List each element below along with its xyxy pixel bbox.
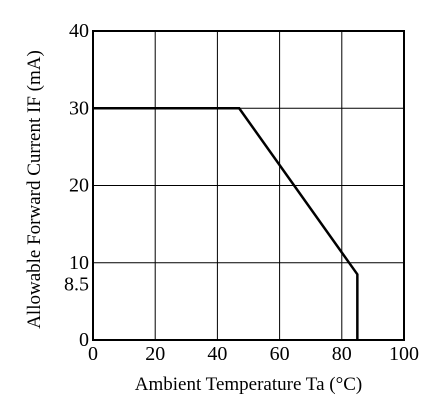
y-tick-label: 20	[69, 175, 89, 197]
y-axis-title: Allowable Forward Current IF (mA)	[24, 50, 45, 329]
y-tick-label: 10	[69, 252, 89, 274]
derating-curve	[93, 107, 359, 340]
plot-frame	[92, 30, 405, 341]
x-tick-label: 60	[270, 343, 290, 365]
y-tick-label-extra: 8.5	[64, 273, 89, 295]
y-tick-label: 40	[69, 20, 89, 42]
x-tick-label: 0	[88, 343, 98, 365]
x-tick-labels: 0 20 40 60 80 100	[88, 343, 419, 365]
x-tick-label: 80	[332, 343, 352, 365]
y-tick-labels: 0 10 20 30 40 8.5	[64, 20, 89, 351]
y-tick-label: 30	[69, 97, 89, 119]
x-tick-label: 40	[207, 343, 227, 365]
x-tick-label: 100	[389, 343, 419, 365]
x-tick-label: 20	[145, 343, 165, 365]
x-axis-title: Ambient Temperature Ta (°C)	[135, 374, 362, 395]
y-tick-label: 0	[79, 329, 89, 351]
series-layer	[93, 107, 359, 340]
